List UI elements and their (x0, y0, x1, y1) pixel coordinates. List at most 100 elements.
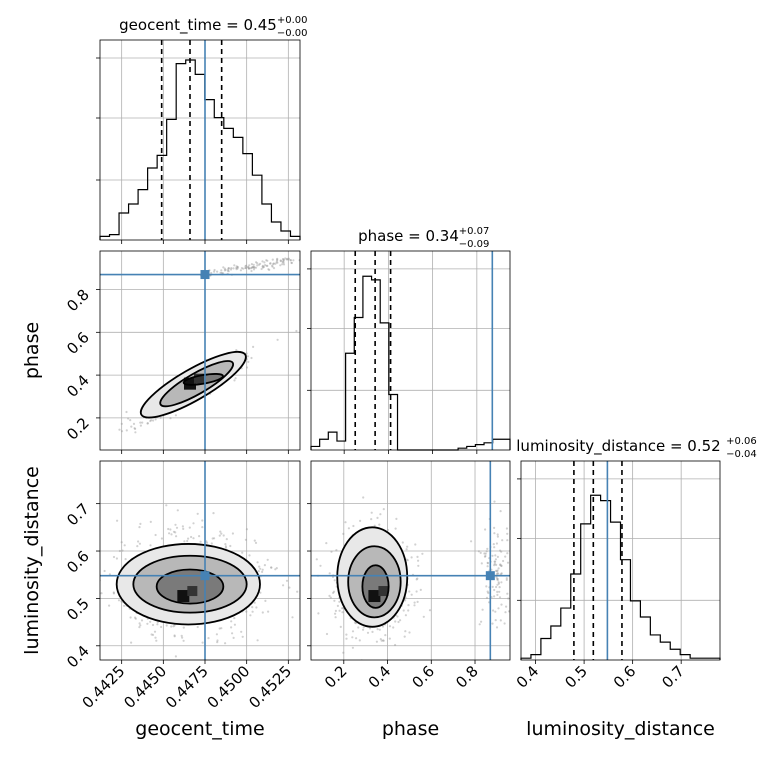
sample-point (258, 263, 261, 266)
sample-point (510, 578, 512, 580)
sample-point (405, 548, 408, 551)
sample-point (339, 625, 342, 629)
sample-point (252, 263, 255, 266)
sample-point (328, 594, 331, 598)
sample-point (397, 620, 400, 624)
sample-point (174, 655, 177, 658)
sample-point (112, 591, 115, 594)
sample-point (261, 265, 264, 268)
sample-point (494, 619, 497, 622)
sample-point (285, 257, 289, 260)
y-tick-label: 0.6 (63, 547, 93, 577)
sample-point (505, 605, 508, 608)
sample-point (506, 552, 509, 555)
sample-point (235, 268, 238, 271)
sample-point (499, 549, 502, 552)
sample-point (235, 349, 238, 352)
sample-point (486, 547, 489, 551)
sample-point (503, 622, 506, 625)
sample-point (132, 422, 136, 425)
sample-point (116, 519, 119, 522)
sample-point (484, 554, 487, 558)
sample-point (485, 550, 488, 553)
panel-title: geocent_time = 0.45 (119, 16, 277, 35)
sample-point (481, 608, 484, 611)
sample-point (182, 626, 185, 629)
sample-point (513, 574, 515, 576)
sample-point (366, 631, 370, 634)
sample-point (352, 524, 355, 528)
sample-point (274, 568, 277, 571)
sample-point (401, 541, 404, 544)
sample-point (334, 616, 337, 619)
sample-point (233, 623, 236, 626)
sample-point (236, 267, 239, 270)
sample-point (486, 562, 489, 565)
histogram-phase: phase = 0.34 +0.07 −0.09 (307, 226, 511, 454)
density-peak (194, 373, 204, 384)
sample-point (151, 633, 155, 637)
sample-point (282, 263, 286, 266)
sample-point (240, 630, 243, 633)
scatter-points (79, 257, 300, 449)
sample-point (245, 264, 248, 267)
sample-point (276, 338, 279, 341)
sample-point (220, 627, 223, 630)
sample-point (496, 577, 499, 581)
sample-point (170, 533, 173, 536)
sample-point (256, 264, 259, 267)
sample-point (271, 265, 274, 268)
sample-point (496, 593, 499, 597)
scatter-panel-geocent_time-phase (79, 250, 301, 454)
sample-point (358, 639, 361, 642)
sample-point (170, 625, 173, 628)
x-tick-label: 0.4450 (120, 662, 170, 712)
sample-point (480, 562, 483, 565)
sample-point (269, 262, 272, 265)
sample-point (154, 636, 157, 639)
sample-point (236, 265, 239, 269)
sample-point (154, 418, 157, 421)
sample-point (417, 559, 420, 562)
density-peak (177, 590, 190, 603)
sample-point (223, 269, 226, 272)
sample-point (118, 428, 121, 431)
sample-point (506, 592, 509, 595)
sample-point (253, 266, 256, 269)
sample-point (494, 558, 497, 561)
sample-point (223, 267, 226, 270)
y-axis-label: phase (21, 322, 43, 379)
sample-point (288, 586, 291, 589)
sample-point (168, 532, 171, 535)
sample-point (234, 377, 237, 380)
sample-point (252, 345, 255, 348)
sample-point (494, 569, 498, 573)
sample-point (175, 526, 179, 529)
y-tick-label: 0.4 (63, 642, 93, 672)
x-tick-label: 0.4 (365, 662, 395, 692)
sample-point (252, 266, 255, 269)
sample-point (496, 590, 499, 594)
sample-point (413, 601, 416, 604)
sample-point (394, 643, 397, 647)
sample-point (496, 579, 499, 582)
sample-point (296, 590, 299, 593)
sample-point (496, 572, 499, 575)
sample-point (127, 417, 130, 420)
sample-point (483, 552, 486, 555)
sample-point (512, 548, 514, 550)
sample-point (187, 537, 190, 540)
x-axis-label: geocent_time (135, 718, 264, 740)
sample-point (281, 257, 285, 261)
sample-point (264, 264, 267, 267)
sample-point (231, 632, 234, 635)
sample-point (315, 558, 318, 561)
sample-point (276, 258, 279, 261)
histogram-steps (520, 494, 721, 660)
sample-point (497, 572, 500, 575)
sample-point (79, 447, 81, 449)
sample-point (378, 523, 381, 526)
sample-point (152, 419, 155, 422)
sample-point (332, 590, 336, 593)
sample-point (253, 601, 256, 604)
